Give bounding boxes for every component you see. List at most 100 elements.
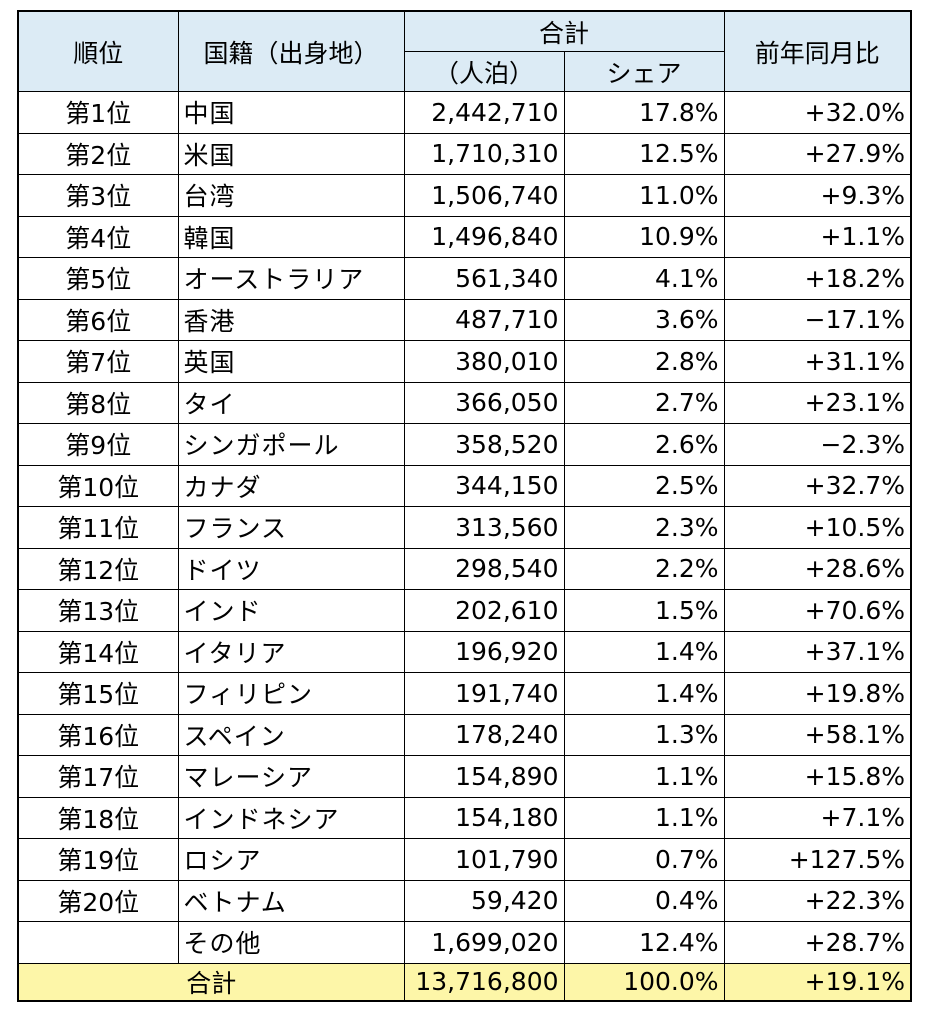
nationality-cell: ロシア	[177, 838, 405, 881]
share-cell: 1.4%	[563, 630, 725, 673]
rank-cell: 第8位	[17, 381, 179, 424]
yoy-cell: +70.6%	[723, 589, 912, 632]
yoy-cell: +15.8%	[723, 755, 912, 798]
nationality-cell: タイ	[177, 381, 405, 424]
nights-cell: 380,010	[403, 340, 565, 383]
nationality-cell: フィリピン	[177, 672, 405, 715]
table-row: 第16位 スペイン 178,240 1.3% +58.1%	[17, 713, 912, 756]
yoy-cell: +1.1%	[723, 215, 912, 258]
table-row: 第8位 タイ 366,050 2.7% +23.1%	[17, 381, 912, 424]
yoy-cell: +31.1%	[723, 340, 912, 383]
nationality-cell: マレーシア	[177, 755, 405, 798]
yoy-cell: +7.1%	[723, 796, 912, 839]
header-yoy: 前年同月比	[723, 10, 912, 92]
nights-cell: 196,920	[403, 630, 565, 673]
nationality-cell: インドネシア	[177, 796, 405, 839]
table-row: 第1位 中国 2,442,710 17.8% +32.0%	[17, 91, 912, 134]
rank-cell: 第18位	[17, 796, 179, 839]
total-label: 合計	[17, 962, 405, 1001]
table-row: 第7位 英国 380,010 2.8% +31.1%	[17, 340, 912, 383]
total-nights: 13,716,800	[403, 962, 565, 1001]
header-nights: （人泊）	[403, 51, 565, 92]
nationality-cell: カナダ	[177, 464, 405, 507]
rank-cell: 第19位	[17, 838, 179, 881]
share-cell: 12.4%	[563, 921, 725, 964]
yoy-cell: +28.7%	[723, 921, 912, 964]
rank-cell	[17, 921, 179, 964]
nights-cell: 1,710,310	[403, 132, 565, 175]
rank-cell: 第7位	[17, 340, 179, 383]
share-cell: 3.6%	[563, 298, 725, 341]
rank-cell: 第17位	[17, 755, 179, 798]
nationality-cell: ベトナム	[177, 879, 405, 922]
rank-cell: 第20位	[17, 879, 179, 922]
table-row: 第13位 インド 202,610 1.5% +70.6%	[17, 589, 912, 632]
nights-cell: 366,050	[403, 381, 565, 424]
share-cell: 2.3%	[563, 506, 725, 549]
rank-cell: 第5位	[17, 257, 179, 300]
table-row: 第2位 米国 1,710,310 12.5% +27.9%	[17, 132, 912, 175]
table-row: 第14位 イタリア 196,920 1.4% +37.1%	[17, 630, 912, 673]
nationality-cell: イタリア	[177, 630, 405, 673]
nationality-cell: ドイツ	[177, 547, 405, 590]
nights-cell: 561,340	[403, 257, 565, 300]
share-cell: 1.4%	[563, 672, 725, 715]
nights-cell: 344,150	[403, 464, 565, 507]
share-cell: 10.9%	[563, 215, 725, 258]
header-total-group: 合計	[403, 10, 725, 52]
rank-cell: 第10位	[17, 464, 179, 507]
header-share: シェア	[563, 51, 725, 92]
rank-cell: 第1位	[17, 91, 179, 134]
share-cell: 2.2%	[563, 547, 725, 590]
rank-cell: 第13位	[17, 589, 179, 632]
nights-cell: 313,560	[403, 506, 565, 549]
share-cell: 2.6%	[563, 423, 725, 466]
yoy-cell: +27.9%	[723, 132, 912, 175]
share-cell: 4.1%	[563, 257, 725, 300]
total-yoy: +19.1%	[723, 962, 912, 1001]
yoy-cell: +32.0%	[723, 91, 912, 134]
yoy-cell: +18.2%	[723, 257, 912, 300]
share-cell: 2.7%	[563, 381, 725, 424]
nights-cell: 487,710	[403, 298, 565, 341]
table-row: 第9位 シンガポール 358,520 2.6% −2.3%	[17, 423, 912, 466]
nationality-cell: スペイン	[177, 713, 405, 756]
table-row: 第5位 オーストラリア 561,340 4.1% +18.2%	[17, 257, 912, 300]
yoy-cell: +32.7%	[723, 464, 912, 507]
yoy-cell: +58.1%	[723, 713, 912, 756]
header-nationality: 国籍（出身地）	[177, 10, 405, 92]
table-row: 第11位 フランス 313,560 2.3% +10.5%	[17, 506, 912, 549]
total-share: 100.0%	[563, 962, 725, 1001]
table-row: 第17位 マレーシア 154,890 1.1% +15.8%	[17, 755, 912, 798]
share-cell: 2.8%	[563, 340, 725, 383]
rank-cell: 第15位	[17, 672, 179, 715]
yoy-cell: +10.5%	[723, 506, 912, 549]
nationality-cell: 台湾	[177, 174, 405, 217]
rank-cell: 第14位	[17, 630, 179, 673]
rank-cell: 第16位	[17, 713, 179, 756]
nights-cell: 1,506,740	[403, 174, 565, 217]
share-cell: 12.5%	[563, 132, 725, 175]
rank-cell: 第2位	[17, 132, 179, 175]
share-cell: 0.7%	[563, 838, 725, 881]
share-cell: 1.1%	[563, 755, 725, 798]
share-cell: 17.8%	[563, 91, 725, 134]
nationality-cell: その他	[177, 921, 405, 964]
nationality-cell: 中国	[177, 91, 405, 134]
subheader-row: （人泊） シェア	[18, 51, 911, 92]
header-row: 順位 国籍（出身地） 合計 前年同月比	[17, 10, 912, 92]
ranking-table: 順位 国籍（出身地） 合計 前年同月比 （人泊） シェア 第1位 中国 2,442,…	[17, 10, 913, 1002]
table-row: 第15位 フィリピン 191,740 1.4% +19.8%	[17, 672, 912, 715]
nights-cell: 154,180	[403, 796, 565, 839]
yoy-cell: +28.6%	[723, 547, 912, 590]
yoy-cell: −2.3%	[723, 423, 912, 466]
share-cell: 2.5%	[563, 464, 725, 507]
nights-cell: 154,890	[403, 755, 565, 798]
nationality-cell: 米国	[177, 132, 405, 175]
share-cell: 1.3%	[563, 713, 725, 756]
yoy-cell: +9.3%	[723, 174, 912, 217]
header-rank: 順位	[17, 10, 179, 92]
nationality-cell: フランス	[177, 506, 405, 549]
nights-cell: 101,790	[403, 838, 565, 881]
table-row: 第12位 ドイツ 298,540 2.2% +28.6%	[17, 547, 912, 590]
